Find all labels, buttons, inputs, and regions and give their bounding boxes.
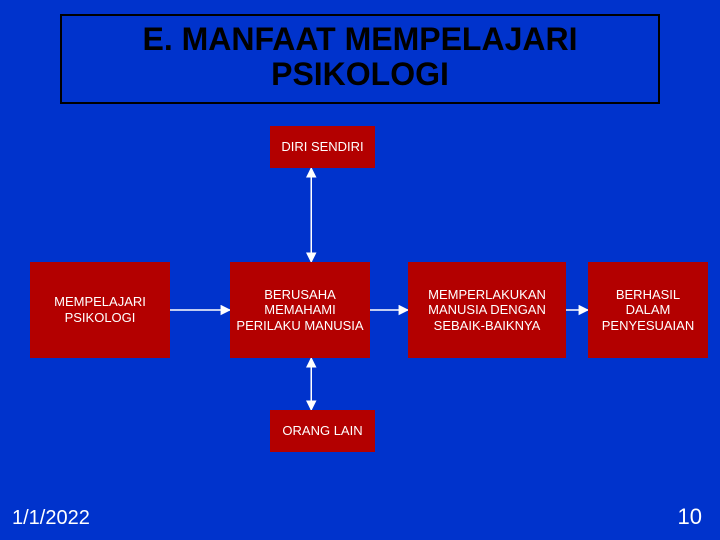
node-berhasil-penyesuaian: BERHASIL DALAM PENYESUAIAN	[588, 262, 708, 358]
node-orang-lain: ORANG LAIN	[270, 410, 375, 452]
slide-title: E. MANFAAT MEMPELAJARI PSIKOLOGI	[72, 22, 648, 92]
node-label: BERUSAHA MEMAHAMI PERILAKU MANUSIA	[234, 287, 366, 334]
node-berusaha-memahami: BERUSAHA MEMAHAMI PERILAKU MANUSIA	[230, 262, 370, 358]
node-diri-sendiri: DIRI SENDIRI	[270, 126, 375, 168]
slide: E. MANFAAT MEMPELAJARI PSIKOLOGI DIRI SE…	[0, 0, 720, 540]
footer-date: 1/1/2022	[12, 507, 90, 530]
node-label: MEMPELAJARI PSIKOLOGI	[34, 294, 166, 325]
node-memperlakukan-manusia: MEMPERLAKUKAN MANUSIA DENGAN SEBAIK-BAIK…	[408, 262, 566, 358]
node-label: MEMPERLAKUKAN MANUSIA DENGAN SEBAIK-BAIK…	[412, 287, 562, 334]
node-label: BERHASIL DALAM PENYESUAIAN	[592, 287, 704, 334]
node-label: DIRI SENDIRI	[274, 139, 371, 155]
footer-page-number: 10	[678, 504, 702, 530]
slide-title-box: E. MANFAAT MEMPELAJARI PSIKOLOGI	[60, 14, 660, 104]
node-mempelajari-psikologi: MEMPELAJARI PSIKOLOGI	[30, 262, 170, 358]
node-label: ORANG LAIN	[274, 423, 371, 439]
